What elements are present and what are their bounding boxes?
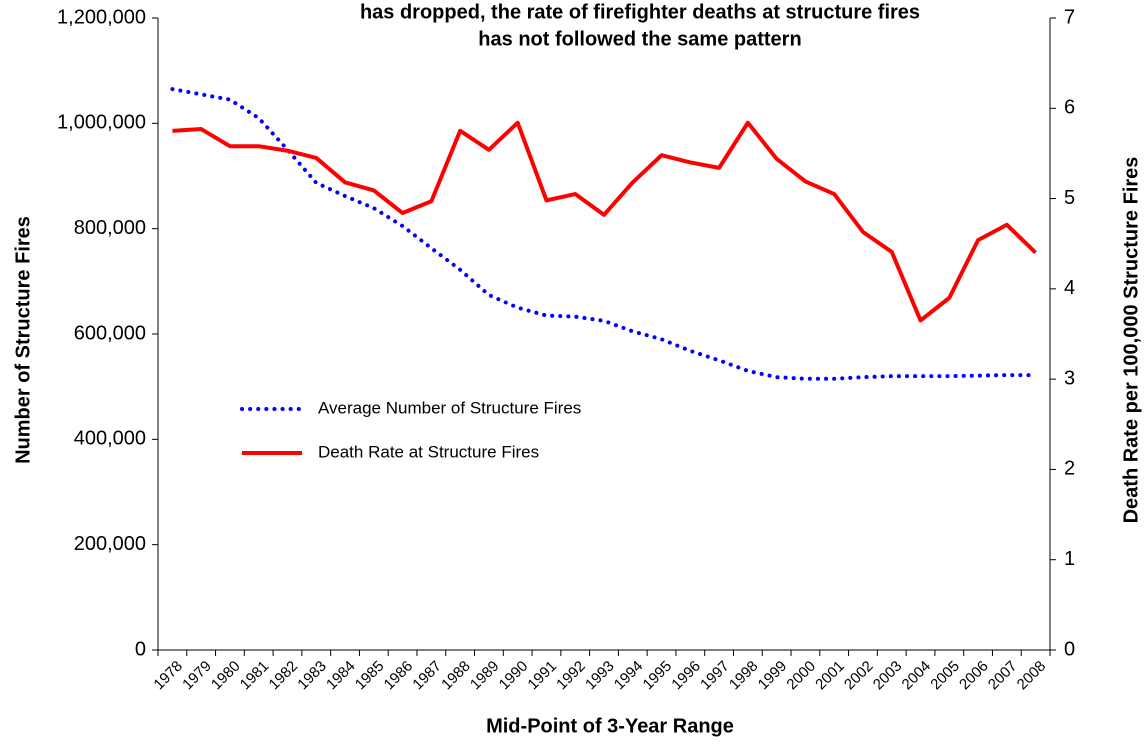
x-tick-label: 2008 — [1014, 658, 1050, 694]
series-line — [172, 120, 1038, 323]
x-tick-label: 1993 — [582, 658, 618, 694]
x-tick-label: 2002 — [841, 658, 877, 694]
x-tick-label: 1990 — [496, 658, 532, 694]
y2-tick-label: 3 — [1064, 367, 1075, 389]
y2-axis-title: Death Rate per 100,000 Structure Fires — [1120, 157, 1142, 524]
chart-title: has dropped, the rate of firefighter dea… — [360, 1, 920, 23]
x-tick-label: 1987 — [409, 658, 445, 694]
x-tick-label: 1999 — [755, 658, 791, 694]
y-tick-label: 800,000 — [74, 217, 146, 239]
x-tick-label: 1992 — [553, 658, 589, 694]
y-tick-label: 0 — [135, 638, 146, 660]
legend-label: Death Rate at Structure Fires — [318, 442, 539, 461]
x-tick-label: 2003 — [870, 658, 906, 694]
y2-tick-label: 1 — [1064, 548, 1075, 570]
x-tick-label: 1994 — [611, 658, 647, 694]
y-tick-label: 200,000 — [74, 533, 146, 555]
x-tick-label: 1989 — [467, 658, 503, 694]
x-tick-label: 1981 — [237, 658, 273, 694]
series-line — [170, 87, 1038, 381]
x-tick-label: 1984 — [323, 658, 359, 694]
x-tick-label: 1991 — [524, 658, 560, 694]
y2-tick-label: 0 — [1064, 638, 1075, 660]
y2-tick-label: 4 — [1064, 277, 1075, 299]
x-tick-label: 1982 — [265, 658, 301, 694]
x-tick-label: 1996 — [668, 658, 704, 694]
x-tick-label: 1997 — [697, 658, 733, 694]
x-tick-label: 1985 — [352, 658, 388, 694]
x-tick-label: 2006 — [956, 658, 992, 694]
y-axis-title: Number of Structure Fires — [12, 216, 34, 464]
x-tick-label: 2005 — [927, 658, 963, 694]
y2-tick-label: 6 — [1064, 97, 1075, 119]
x-tick-label: 1979 — [179, 658, 215, 694]
x-tick-label: 1988 — [438, 658, 474, 694]
y-tick-label: 1,000,000 — [57, 112, 146, 134]
y2-tick-label: 5 — [1064, 187, 1075, 209]
x-tick-label: 2001 — [812, 658, 848, 694]
legend-label: Average Number of Structure Fires — [318, 398, 581, 417]
y-tick-label: 1,200,000 — [57, 6, 146, 28]
y-tick-label: 400,000 — [74, 428, 146, 450]
y-tick-label: 600,000 — [74, 322, 146, 344]
x-axis-title: Mid-Point of 3-Year Range — [486, 715, 734, 737]
x-tick-label: 1995 — [640, 658, 676, 694]
y2-tick-label: 2 — [1064, 458, 1075, 480]
x-tick-label: 1998 — [726, 658, 762, 694]
chart-title: has not followed the same pattern — [478, 28, 801, 50]
x-tick-label: 2000 — [783, 658, 819, 694]
x-tick-label: 1978 — [150, 658, 186, 694]
x-tick-label: 1983 — [294, 658, 330, 694]
x-tick-label: 2004 — [899, 658, 935, 694]
x-tick-label: 1980 — [208, 658, 244, 694]
x-tick-label: 1986 — [381, 658, 417, 694]
x-tick-label: 2007 — [985, 658, 1021, 694]
y2-tick-label: 7 — [1064, 6, 1075, 28]
